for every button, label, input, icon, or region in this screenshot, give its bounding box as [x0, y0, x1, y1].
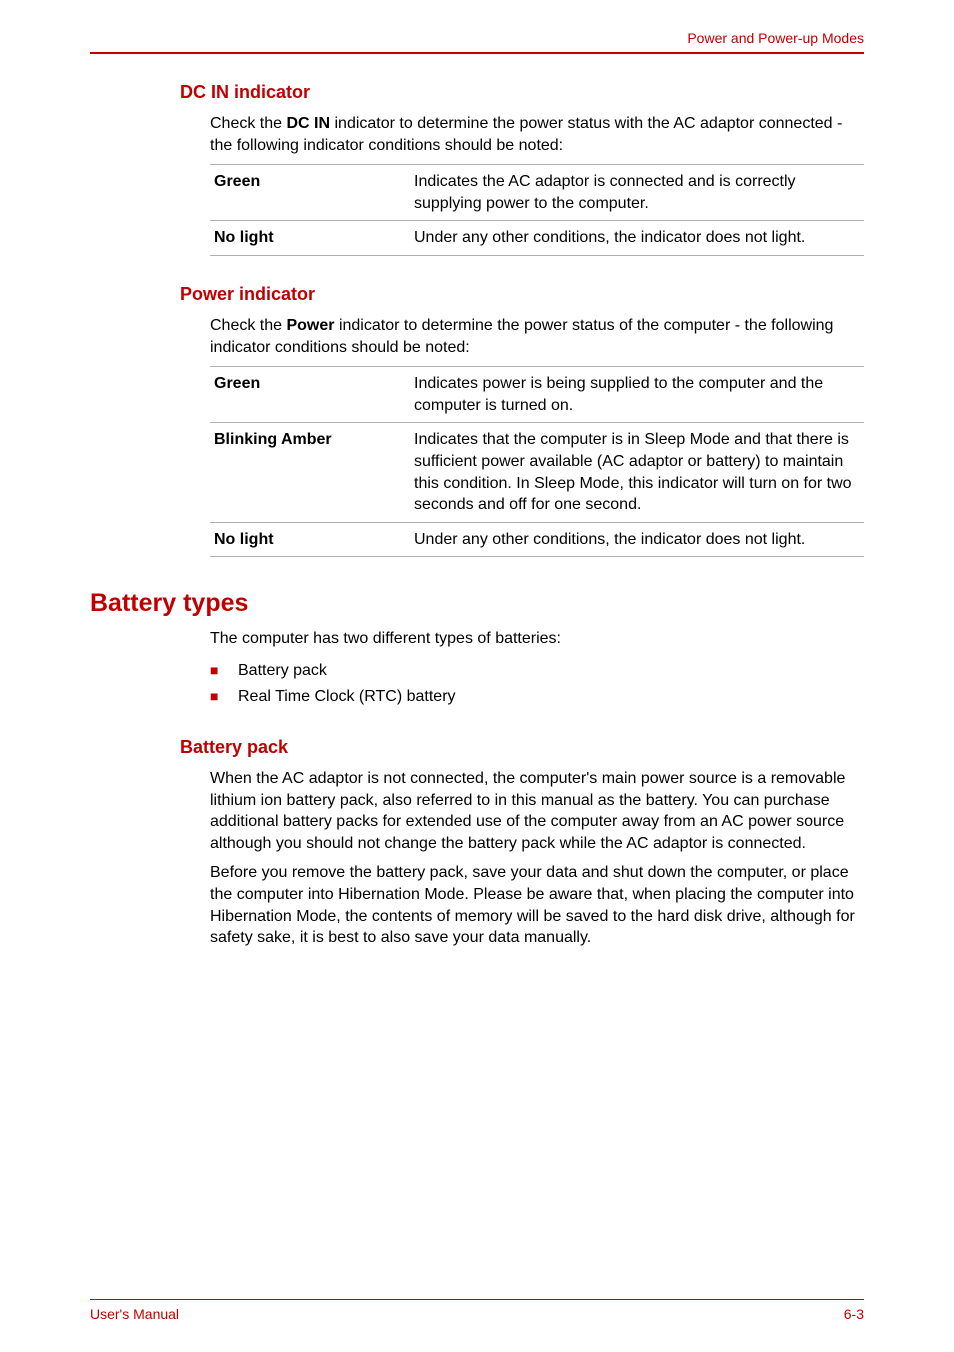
table-row: Green Indicates the AC adaptor is connec…: [210, 165, 864, 221]
intro-pre: Check the: [210, 115, 286, 132]
table-label: No light: [210, 522, 410, 557]
table-label: Green: [210, 367, 410, 423]
footer-left: User's Manual: [90, 1306, 179, 1322]
table-desc: Indicates that the computer is in Sleep …: [410, 423, 864, 522]
page-footer: User's Manual 6-3: [90, 1299, 864, 1322]
intro-pre: Check the: [210, 317, 286, 334]
list-item: Real Time Clock (RTC) battery: [210, 684, 864, 710]
battery-pack-para-1: When the AC adaptor is not connected, th…: [210, 768, 864, 854]
table-desc: Under any other conditions, the indicato…: [410, 522, 864, 557]
intro-bold: Power: [286, 317, 334, 334]
battery-pack-heading: Battery pack: [180, 737, 864, 758]
table-row: Blinking Amber Indicates that the comput…: [210, 423, 864, 522]
intro-bold: DC IN: [286, 115, 330, 132]
battery-heading: Battery types: [90, 589, 864, 618]
battery-intro: The computer has two different types of …: [210, 628, 864, 650]
section-intro-power: Check the Power indicator to determine t…: [210, 315, 864, 358]
table-label: Blinking Amber: [210, 423, 410, 522]
battery-bullet-list: Battery pack Real Time Clock (RTC) batte…: [210, 658, 864, 709]
footer-right: 6-3: [844, 1306, 864, 1322]
table-desc: Indicates power is being supplied to the…: [410, 367, 864, 423]
section-heading-power: Power indicator: [180, 284, 864, 305]
table-desc: Indicates the AC adaptor is connected an…: [410, 165, 864, 221]
table-row: No light Under any other conditions, the…: [210, 522, 864, 557]
table-row: No light Under any other conditions, the…: [210, 221, 864, 256]
power-table: Green Indicates power is being supplied …: [210, 366, 864, 557]
battery-pack-para-2: Before you remove the battery pack, save…: [210, 862, 864, 948]
page-content: Power and Power-up Modes DC IN indicator…: [0, 0, 954, 949]
list-item: Battery pack: [210, 658, 864, 684]
running-header: Power and Power-up Modes: [90, 30, 864, 54]
table-label: No light: [210, 221, 410, 256]
dc-in-table: Green Indicates the AC adaptor is connec…: [210, 164, 864, 256]
section-heading-dc-in: DC IN indicator: [180, 82, 864, 103]
table-row: Green Indicates power is being supplied …: [210, 367, 864, 423]
section-intro-dc-in: Check the DC IN indicator to determine t…: [210, 113, 864, 156]
table-label: Green: [210, 165, 410, 221]
table-desc: Under any other conditions, the indicato…: [410, 221, 864, 256]
